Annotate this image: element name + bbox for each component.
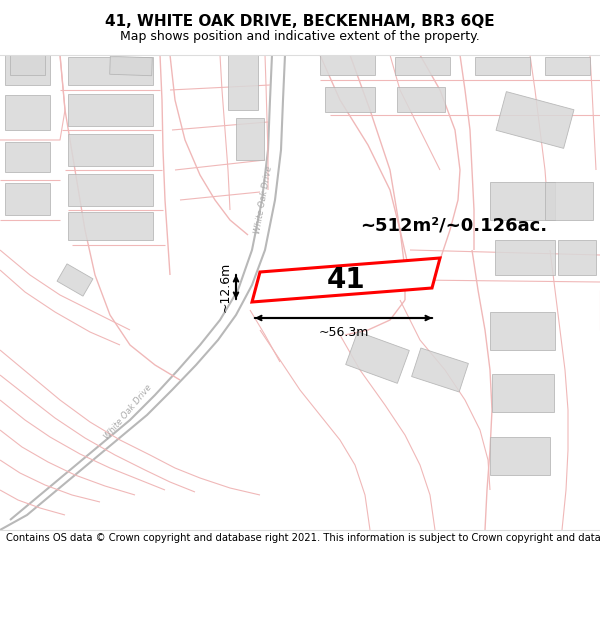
Bar bbox=[495, 240, 555, 275]
Text: Contains OS data © Crown copyright and database right 2021. This information is : Contains OS data © Crown copyright and d… bbox=[6, 533, 600, 543]
Bar bbox=[10, 55, 45, 75]
Bar bbox=[5, 95, 50, 130]
Bar bbox=[228, 50, 258, 110]
Bar bbox=[475, 57, 530, 75]
Bar bbox=[68, 94, 153, 126]
Bar bbox=[412, 348, 469, 392]
Text: 41, WHITE OAK DRIVE, BECKENHAM, BR3 6QE: 41, WHITE OAK DRIVE, BECKENHAM, BR3 6QE bbox=[105, 14, 495, 29]
Bar bbox=[5, 142, 50, 172]
Bar bbox=[5, 55, 50, 85]
Text: ~56.3m: ~56.3m bbox=[319, 326, 368, 339]
Bar bbox=[68, 212, 153, 240]
Text: ~12.6m: ~12.6m bbox=[219, 262, 232, 312]
Bar bbox=[68, 134, 153, 166]
Bar bbox=[492, 374, 554, 412]
Text: Map shows position and indicative extent of the property.: Map shows position and indicative extent… bbox=[120, 30, 480, 43]
Bar bbox=[397, 87, 445, 112]
Bar bbox=[57, 264, 93, 296]
Bar bbox=[490, 182, 555, 220]
Bar bbox=[346, 332, 409, 383]
Bar bbox=[5, 183, 50, 215]
Bar bbox=[320, 55, 375, 75]
Text: White Oak Drive: White Oak Drive bbox=[253, 166, 274, 234]
Text: 41: 41 bbox=[326, 266, 365, 294]
Bar bbox=[558, 240, 596, 275]
Bar bbox=[545, 182, 593, 220]
Bar bbox=[490, 312, 555, 350]
Bar bbox=[236, 118, 264, 160]
Bar bbox=[110, 56, 152, 76]
Polygon shape bbox=[252, 258, 440, 302]
Text: ~512m²/~0.126ac.: ~512m²/~0.126ac. bbox=[360, 217, 547, 235]
Bar bbox=[68, 174, 153, 206]
Bar bbox=[325, 87, 375, 112]
Bar bbox=[496, 92, 574, 148]
Bar bbox=[490, 437, 550, 475]
Text: White Oak Drive: White Oak Drive bbox=[103, 383, 154, 441]
Bar bbox=[545, 57, 590, 75]
Bar bbox=[395, 57, 450, 75]
Bar bbox=[68, 57, 153, 85]
